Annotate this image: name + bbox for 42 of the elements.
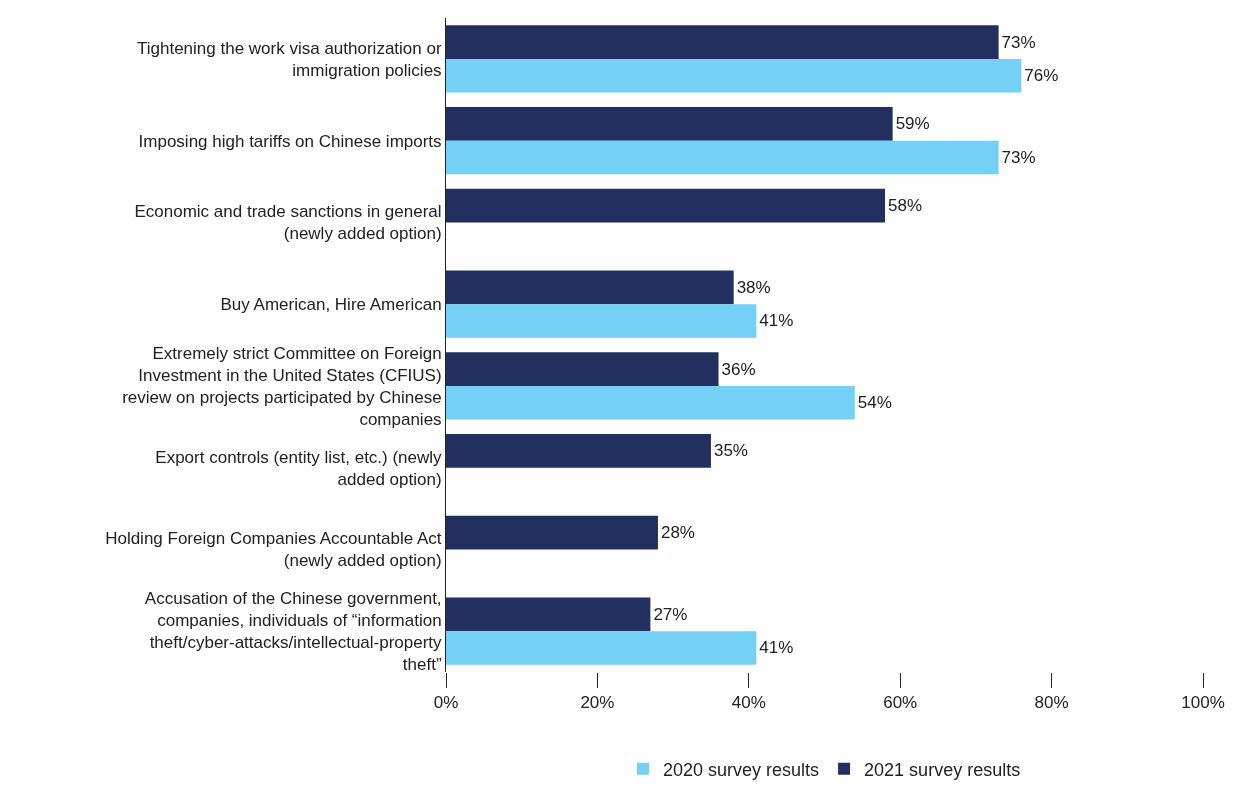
data-label: 54% [857, 393, 892, 413]
y-tick-label: Export controls (entity list, etc.) (newly added option) [155, 447, 443, 489]
bar [446, 58, 1022, 93]
x-tick-label: 0% [433, 693, 459, 713]
bar [446, 188, 886, 223]
y-tick-label: Imposing high tariffs on Chinese imports [138, 131, 442, 151]
data-label: 76% [1024, 66, 1059, 86]
x-tick-label: 80% [1034, 693, 1069, 713]
bar [446, 352, 719, 386]
bar [446, 25, 999, 59]
data-label: 41% [759, 638, 794, 658]
legend-label: 2021 survey results [864, 759, 1021, 780]
bar [446, 515, 658, 550]
y-tick-label: Holding Foreign Companies Accountable Act (newly added option) [105, 529, 442, 571]
legend-label: 2020 survey results [663, 759, 820, 780]
bar [446, 631, 757, 665]
data-label: 27% [653, 604, 688, 624]
data-label: 28% [660, 523, 695, 543]
bar [446, 434, 711, 468]
y-tick-label: Accusation of the Chinese government, companies, individuals of “information theft/cyber-attacks/intellectual-property theft” [144, 588, 443, 675]
y-tick-label: Buy American, Hire American [220, 295, 442, 315]
bar [446, 597, 651, 632]
y-tick-label: Economic and trade sanctions in general (newly added option) [134, 202, 442, 244]
x-tick-label: 20% [580, 693, 615, 713]
bar [446, 270, 734, 305]
data-label: 35% [713, 441, 748, 461]
y-tick-label: Tightening the work visa authorization or immigration policies [137, 38, 442, 80]
data-label: 73% [1001, 147, 1036, 167]
bar [446, 304, 757, 338]
bar [446, 385, 855, 420]
data-label: 58% [888, 196, 923, 216]
data-label: 59% [895, 114, 930, 134]
x-tick-label: 40% [731, 693, 766, 713]
bar [446, 107, 893, 141]
y-tick-label: Extremely strict Committee on Foreign Investment in the United States (CFIUS) review on projects participated by Chinese companies [122, 343, 442, 429]
data-label: 41% [759, 311, 794, 331]
data-label: 36% [721, 359, 756, 379]
data-label: 38% [736, 277, 771, 297]
data-label: 73% [1001, 32, 1036, 52]
x-tick-label: 60% [883, 693, 918, 713]
bar [446, 140, 999, 175]
x-tick-label: 100% [1181, 693, 1225, 713]
